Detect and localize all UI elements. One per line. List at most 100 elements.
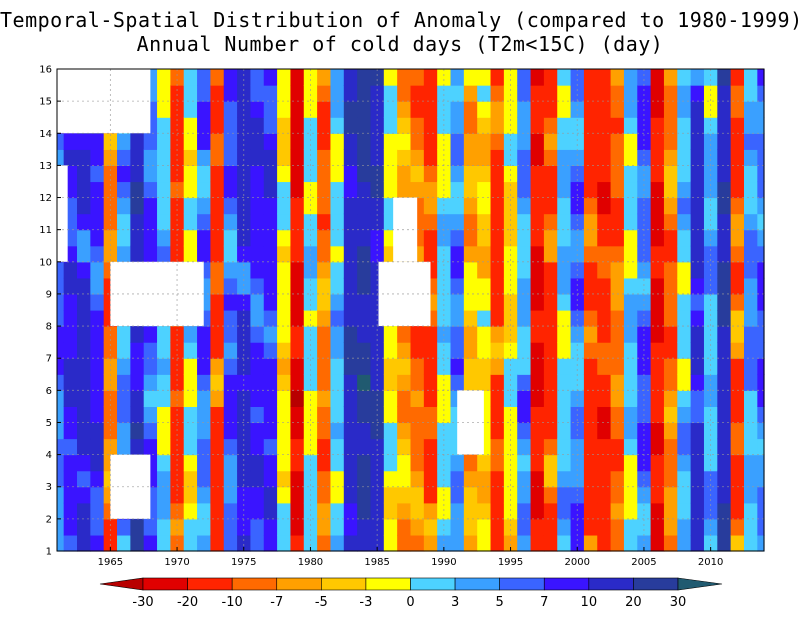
heatmap-cell-1974-2 xyxy=(223,502,238,520)
heatmap-cell-1983-9 xyxy=(343,390,358,407)
heatmap-cell-2002-9 xyxy=(597,390,612,407)
heatmap-cell-2011-10 xyxy=(717,374,732,391)
heatmap-cell-1993-21 xyxy=(477,197,492,215)
heatmap-cell-2005-15 xyxy=(637,293,652,311)
heatmap-cell-1976-20 xyxy=(250,213,265,231)
heatmap-cell-1965-19 xyxy=(103,229,118,247)
heatmap-cell-1978-5 xyxy=(277,454,292,472)
heatmap-cell-1992-12 xyxy=(463,342,478,359)
heatmap-cell-2008-7 xyxy=(677,422,692,440)
colorbar-label: 3 xyxy=(451,595,459,610)
heatmap-cell-1981-26 xyxy=(317,117,332,134)
heatmap-cell-2009-14 xyxy=(690,310,705,327)
heatmap-cell-2009-23 xyxy=(690,165,705,183)
heatmap-cell-1994-8 xyxy=(490,406,505,424)
heatmap-cell-2006-29 xyxy=(650,69,665,86)
heatmap-cell-1982-7 xyxy=(330,422,345,440)
heatmap-cell-1983-13 xyxy=(343,326,358,343)
heatmap-cell-1978-17 xyxy=(277,261,292,279)
heatmap-cell-1982-6 xyxy=(330,438,345,456)
heatmap-cell-1980-14 xyxy=(303,310,318,327)
heatmap-cell-1961-0 xyxy=(57,534,65,552)
heatmap-cell-1966-10 xyxy=(117,374,131,391)
heatmap-cell-2012-21 xyxy=(730,197,745,215)
heatmap-cell-1975-29 xyxy=(237,69,252,86)
heatmap-cell-2011-5 xyxy=(717,454,732,472)
heatmap-cell-1997-6 xyxy=(530,438,545,456)
heatmap-cell-2013-17 xyxy=(743,261,758,279)
heatmap-cell-1972-20 xyxy=(197,213,212,231)
heatmap-cell-2014-15 xyxy=(757,293,765,311)
heatmap-cell-2000-5 xyxy=(570,454,585,472)
heatmap-cell-1982-3 xyxy=(330,486,345,504)
heatmap-cell-1987-8 xyxy=(397,406,412,424)
heatmap-cell-1968-21 xyxy=(143,197,158,215)
heatmap-cell-2004-21 xyxy=(623,197,638,215)
plot-frame xyxy=(56,68,765,552)
colorbar-label: 10 xyxy=(581,595,598,610)
heatmap-cell-1992-0 xyxy=(463,534,478,552)
heatmap-cell-2006-2 xyxy=(650,502,665,520)
heatmap-cell-1965-11 xyxy=(103,358,118,375)
heatmap-cell-1988-8 xyxy=(410,406,425,424)
heatmap-cell-1966-19 xyxy=(117,229,131,247)
heatmap-cell-1996-11 xyxy=(517,358,532,375)
heatmap-cell-2012-11 xyxy=(730,358,745,375)
heatmap-cell-1977-28 xyxy=(263,85,278,102)
heatmap-cell-2007-23 xyxy=(663,165,678,183)
heatmap-cell-1980-1 xyxy=(303,518,318,536)
heatmap-cell-1968-22 xyxy=(143,181,158,199)
heatmap-cell-1977-19 xyxy=(263,229,278,247)
heatmap-cell-2014-7 xyxy=(757,422,765,440)
heatmap-cell-2007-16 xyxy=(663,277,678,295)
heatmap-cell-1962-5 xyxy=(63,454,78,472)
heatmap-cell-1982-12 xyxy=(330,342,345,359)
heatmap-cell-1992-19 xyxy=(463,229,478,247)
heatmap-cell-2011-1 xyxy=(717,518,732,536)
heatmap-cell-1987-13 xyxy=(397,326,412,343)
heatmap-cell-1998-7 xyxy=(543,422,558,440)
heatmap-cell-2012-3 xyxy=(730,486,745,504)
heatmap-cell-1994-28 xyxy=(490,85,505,102)
heatmap-cell-1989-13 xyxy=(423,326,438,343)
heatmap-cell-1987-29 xyxy=(397,69,412,86)
heatmap-cell-1961-12 xyxy=(57,342,65,359)
heatmap-cell-1987-12 xyxy=(397,342,412,359)
heatmap-cell-1982-10 xyxy=(330,374,345,391)
heatmap-cell-1972-11 xyxy=(197,358,212,375)
heatmap-cell-1971-29 xyxy=(183,69,198,86)
heatmap-cell-1968-6 xyxy=(143,438,158,456)
heatmap-cell-2010-6 xyxy=(703,438,718,456)
heatmap-cell-1989-3 xyxy=(423,486,438,504)
heatmap-cell-1991-3 xyxy=(450,486,465,504)
heatmap-cell-2009-17 xyxy=(690,261,705,279)
heatmap-cell-1976-0 xyxy=(250,534,265,552)
heatmap-cell-2004-16 xyxy=(623,277,638,295)
heatmap-cell-2010-14 xyxy=(703,310,718,327)
heatmap-cell-1984-28 xyxy=(357,85,372,102)
heatmap-cell-2007-26 xyxy=(663,117,678,134)
heatmap-cell-2008-12 xyxy=(677,342,692,359)
heatmap-cell-1990-1 xyxy=(437,518,452,536)
heatmap-cell-1964-19 xyxy=(90,229,105,247)
heatmap-cell-1995-9 xyxy=(503,390,518,407)
heatmap-cell-2003-12 xyxy=(610,342,625,359)
heatmap-cell-1987-0 xyxy=(397,534,412,552)
heatmap-cell-2009-6 xyxy=(690,438,705,456)
heatmap-cell-1965-0 xyxy=(103,534,118,552)
heatmap-cell-1974-19 xyxy=(223,229,238,247)
heatmap-cell-1994-14 xyxy=(490,310,505,327)
heatmap-cell-2011-7 xyxy=(717,422,732,440)
heatmap-cell-1963-23 xyxy=(77,165,91,183)
heatmap-cell-1965-1 xyxy=(103,518,118,536)
heatmap-cell-1985-28 xyxy=(370,85,385,102)
heatmap-cell-1982-27 xyxy=(330,101,345,118)
heatmap-cell-2008-22 xyxy=(677,181,692,199)
heatmap-cell-1987-27 xyxy=(397,101,412,118)
heatmap-cell-1972-29 xyxy=(197,69,212,86)
heatmap-cell-1998-4 xyxy=(543,470,558,488)
heatmap-cell-2011-19 xyxy=(717,229,732,247)
heatmap-cell-1968-23 xyxy=(143,165,158,183)
heatmap-cell-2008-9 xyxy=(677,390,692,407)
heatmap-cell-2014-27 xyxy=(757,101,765,118)
